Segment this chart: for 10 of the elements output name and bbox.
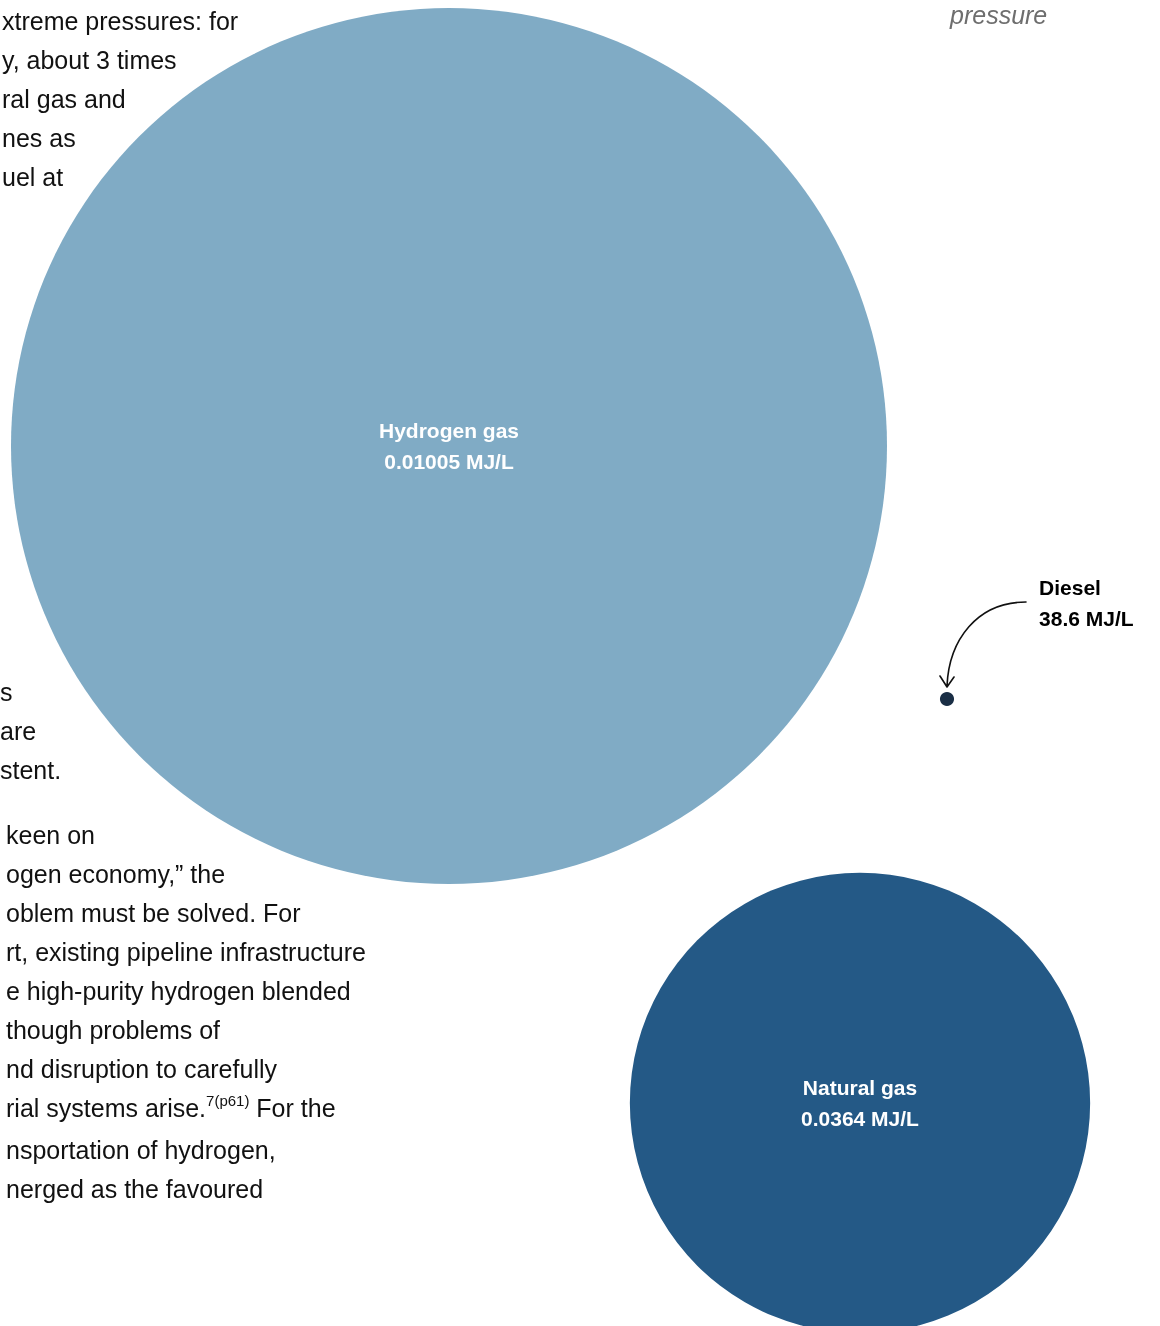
- text: pressure: [950, 0, 1048, 31]
- data-label: 0.0364 MJ/L: [801, 1107, 920, 1130]
- data-label: 38.6 MJ/L: [1039, 607, 1134, 630]
- category-label: Hydrogen gas: [378, 419, 520, 442]
- data-label: 0.01005 MJ/L: [384, 450, 514, 473]
- text: xtreme pressures: for y, about 3 times ral gas and nes as uel at: [2, 6, 239, 193]
- category-label: Natural gas: [802, 1076, 918, 1099]
- category-label: Diesel: [1039, 576, 1101, 599]
- text: s are stent.: [0, 677, 62, 786]
- text: keen on ogen economy,” the oblem must be solved. For rt, existing pipeline infrastructure e high-purity hydrogen blended though problems of nd disruption to carefully rial systems arise.$^{7(p61)}$ For the nsportation of hydrogen, nerged as the favoured: [6, 821, 366, 1203]
